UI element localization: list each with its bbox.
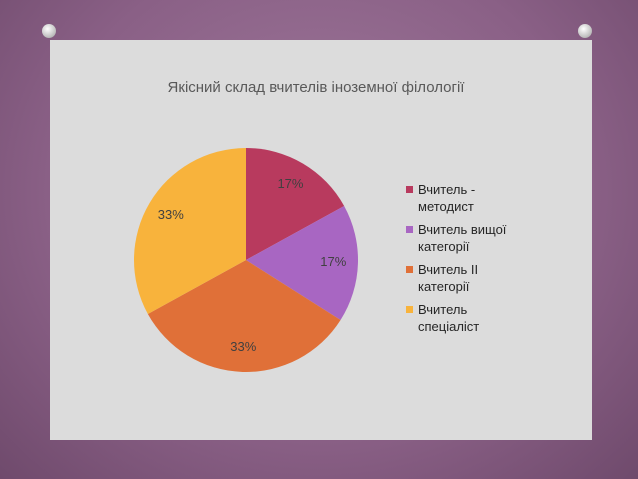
pie-slice bbox=[134, 148, 246, 314]
legend-label: Вчитель ІІ категорії bbox=[418, 262, 479, 294]
legend-item: Вчитель - методист bbox=[406, 181, 526, 215]
data-label: 33% bbox=[230, 339, 256, 354]
legend-label: Вчитель - методист bbox=[418, 182, 476, 214]
legend-label: Вчитель спеціаліст bbox=[418, 302, 480, 334]
legend-swatch bbox=[406, 266, 413, 273]
chart-title: Якісний склад вчителів іноземної філолог… bbox=[167, 79, 465, 96]
legend-item: Вчитель ІІ категорії bbox=[406, 261, 526, 295]
legend-swatch bbox=[406, 306, 413, 313]
legend-label: Вчитель вищої категорії bbox=[418, 222, 507, 254]
legend-item: Вчитель вищої категорії bbox=[406, 221, 526, 255]
legend-swatch bbox=[406, 186, 413, 193]
pie-slice bbox=[246, 148, 345, 260]
legend-item: Вчитель спеціаліст bbox=[406, 301, 526, 335]
legend-swatch bbox=[406, 226, 413, 233]
data-label: 33% bbox=[158, 207, 184, 222]
pin bbox=[578, 24, 592, 38]
pie-slice bbox=[246, 206, 359, 321]
pin bbox=[42, 24, 56, 38]
data-label: 17% bbox=[320, 254, 346, 269]
pie-slice bbox=[147, 260, 341, 373]
data-label: 17% bbox=[277, 176, 303, 191]
